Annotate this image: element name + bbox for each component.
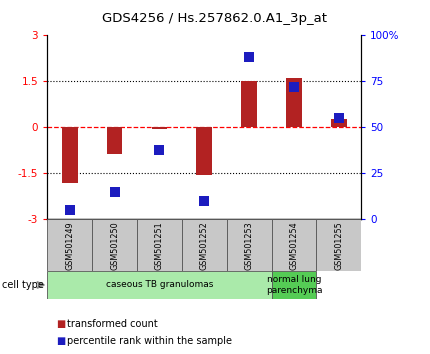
Text: GSM501249: GSM501249 xyxy=(65,221,74,270)
Text: GSM501253: GSM501253 xyxy=(245,221,254,270)
Bar xyxy=(227,219,271,271)
Text: GSM501254: GSM501254 xyxy=(289,221,298,270)
Text: GSM501250: GSM501250 xyxy=(110,221,119,270)
Bar xyxy=(47,219,92,271)
Bar xyxy=(271,271,316,299)
Bar xyxy=(286,78,302,127)
Bar xyxy=(137,219,182,271)
Text: GSM501255: GSM501255 xyxy=(334,221,343,270)
Bar xyxy=(151,127,167,129)
Bar xyxy=(62,127,77,183)
Bar xyxy=(92,219,137,271)
Text: GSM501252: GSM501252 xyxy=(200,221,209,270)
Bar xyxy=(107,127,123,154)
Point xyxy=(291,84,298,90)
Text: GSM501251: GSM501251 xyxy=(155,221,164,270)
Bar xyxy=(197,127,212,175)
Point xyxy=(246,55,252,60)
Text: ■: ■ xyxy=(56,319,65,329)
Point xyxy=(156,147,163,152)
Text: transformed count: transformed count xyxy=(67,319,157,329)
Bar xyxy=(331,119,347,127)
Text: normal lung
parenchyma: normal lung parenchyma xyxy=(266,275,322,295)
Text: cell type: cell type xyxy=(2,280,44,290)
Bar xyxy=(241,81,257,127)
Point xyxy=(66,207,73,213)
Text: percentile rank within the sample: percentile rank within the sample xyxy=(67,336,232,346)
Point xyxy=(335,115,342,121)
Point xyxy=(111,189,118,195)
Text: caseous TB granulomas: caseous TB granulomas xyxy=(106,280,213,290)
Bar xyxy=(182,219,227,271)
Text: ■: ■ xyxy=(56,336,65,346)
Bar xyxy=(47,271,271,299)
Bar xyxy=(316,219,361,271)
Bar xyxy=(271,219,316,271)
Text: GDS4256 / Hs.257862.0.A1_3p_at: GDS4256 / Hs.257862.0.A1_3p_at xyxy=(102,12,328,25)
Point xyxy=(201,198,208,204)
